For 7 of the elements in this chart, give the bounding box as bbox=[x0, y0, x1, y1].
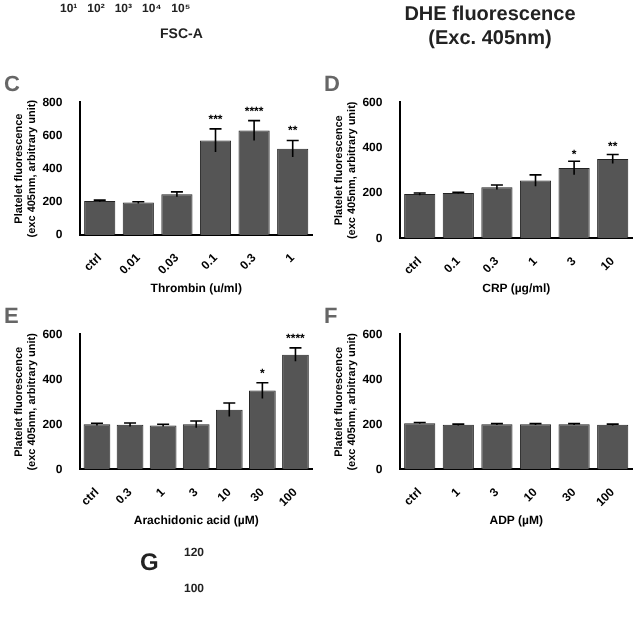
chart-title: D bbox=[324, 73, 340, 98]
text: DHE fluorescence bbox=[404, 4, 576, 26]
text: G bbox=[140, 548, 159, 576]
chart-title: C bbox=[4, 73, 20, 98]
chart-title: E bbox=[4, 305, 19, 330]
chart-title: F bbox=[324, 305, 338, 330]
text: (Exc. 405nm) bbox=[428, 28, 552, 50]
